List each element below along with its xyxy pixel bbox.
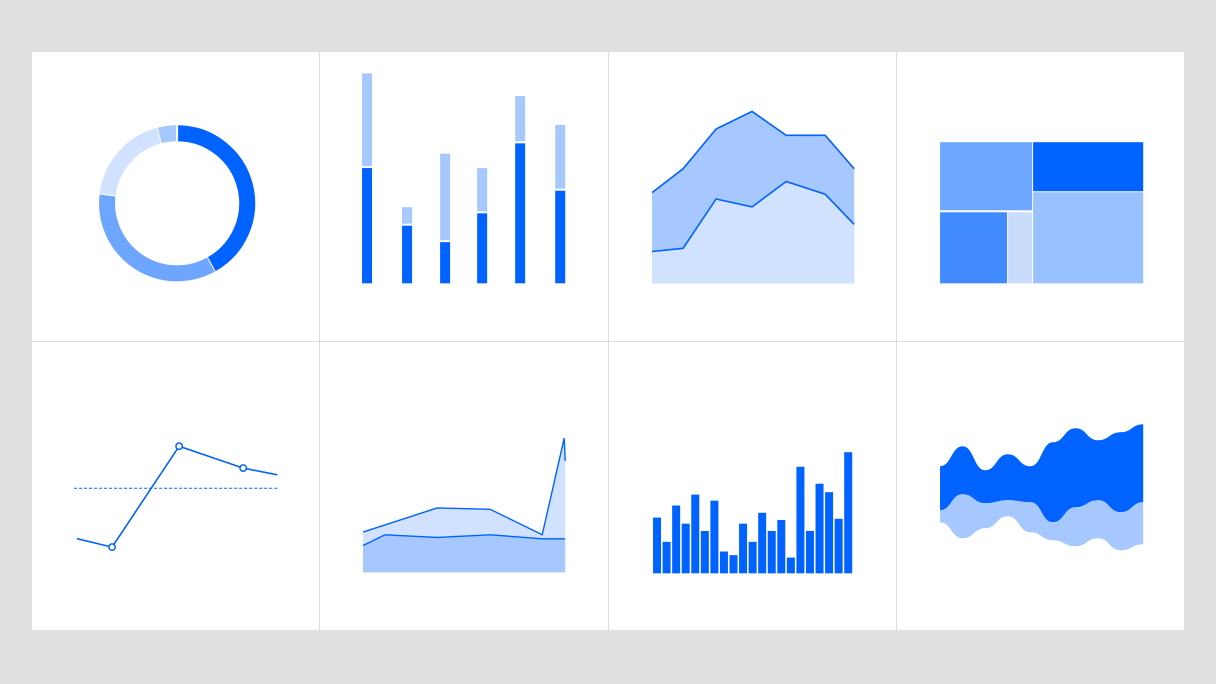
bar-segment-top: [402, 207, 413, 224]
donut-slice: [176, 125, 256, 272]
donut-slice: [157, 125, 178, 144]
column-bar: [786, 557, 795, 573]
column-bar: [652, 517, 661, 573]
column-bar: [662, 541, 671, 573]
treemap-cell: [939, 212, 1007, 284]
column-bar: [690, 494, 699, 573]
donut-slice-gap: [156, 127, 163, 144]
stream-layer-top: [939, 423, 1143, 522]
area-series-a-line: [363, 437, 567, 536]
treemap-cell: [1007, 212, 1032, 284]
area-series-b-line: [362, 533, 566, 546]
column-bar: [767, 530, 776, 573]
bar-segment-bottom: [440, 242, 451, 284]
column-bar: [757, 512, 766, 573]
overlap-area-chart: [362, 437, 567, 572]
line-point: [108, 542, 117, 551]
column-bar: [738, 523, 747, 573]
bar-segment-top: [515, 96, 526, 142]
donut-slice: [99, 127, 163, 196]
line-point: [239, 463, 248, 472]
area-bottom: [651, 181, 854, 284]
streamgraph-chart-panel: [896, 341, 1184, 630]
series-line: [76, 444, 278, 548]
column-chart: [652, 451, 852, 573]
column-chart-panel: [608, 341, 896, 630]
donut-slice: [99, 193, 215, 282]
bar-segment-bottom: [515, 143, 526, 284]
area-chart: [651, 110, 855, 284]
bar-segment-bottom: [555, 190, 566, 284]
area-chart-panel: [608, 52, 896, 341]
bar-segment-top: [362, 73, 373, 167]
column-bar: [729, 554, 738, 573]
donut-chart-panel: [32, 52, 320, 341]
column-bar: [834, 518, 843, 573]
area-bottom-line: [651, 180, 855, 253]
treemap-chart-panel: [896, 52, 1184, 341]
bar-segment-bottom: [362, 168, 373, 284]
column-bar: [719, 551, 728, 573]
streamgraph-chart: [939, 423, 1143, 550]
bar-segment-top: [477, 168, 488, 212]
overlap-area-chart-panel: [320, 341, 608, 630]
treemap-chart: [939, 142, 1143, 284]
line-chart-panel: [32, 341, 320, 630]
chart-grid: [32, 52, 1184, 630]
area-top-line: [651, 110, 855, 194]
donut-chart: [99, 125, 256, 282]
treemap-cell: [1032, 192, 1143, 284]
stacked-bar-chart: [362, 73, 566, 284]
column-bar: [748, 541, 757, 573]
line-chart: [74, 441, 278, 551]
column-bar: [795, 466, 804, 573]
line-point: [175, 441, 184, 450]
column-bar: [776, 519, 785, 573]
column-bar: [815, 483, 824, 573]
stacked-bar-chart-panel: [320, 52, 608, 341]
column-bar: [681, 523, 690, 573]
treemap-cell: [1032, 142, 1143, 192]
treemap-cell: [939, 142, 1032, 211]
column-bar: [824, 491, 833, 573]
area-series-b: [363, 534, 566, 572]
column-bar: [700, 530, 709, 573]
bar-segment-top: [440, 153, 451, 241]
column-bar: [805, 530, 814, 573]
column-bar: [671, 505, 680, 573]
column-bar: [843, 451, 852, 573]
bar-segment-bottom: [477, 213, 488, 284]
stream-layer-bottom: [939, 493, 1143, 550]
bar-segment-bottom: [402, 225, 413, 284]
bar-segment-top: [555, 124, 566, 189]
column-bar: [709, 500, 718, 573]
